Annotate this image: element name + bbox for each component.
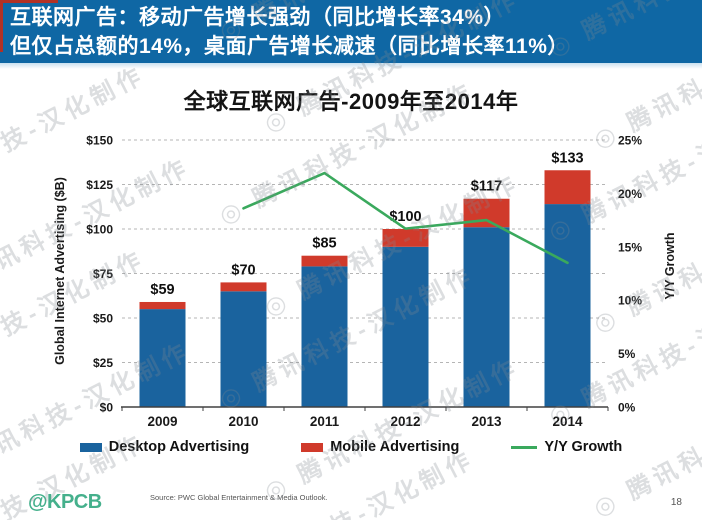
- bar-total-label-2009: $59: [150, 282, 174, 298]
- x-axis-label-2009: 2009: [147, 414, 177, 429]
- left-axis-tick: $50: [93, 312, 113, 326]
- right-axis-tick: 15%: [618, 240, 642, 254]
- legend-item-mobile: Mobile Advertising: [301, 439, 459, 455]
- left-axis-tick: $25: [93, 356, 113, 370]
- right-axis-tick: 5%: [618, 347, 636, 361]
- bar-total-label-2014: $133: [551, 150, 583, 166]
- chart-title: 全球互联网广告-2009年至2014年: [183, 89, 519, 114]
- left-axis-tick: $125: [86, 178, 113, 192]
- legend-item-growth: Y/Y Growth: [511, 439, 622, 455]
- bar-desktop-2012: [382, 246, 429, 407]
- bar-total-label-2011: $85: [312, 236, 336, 252]
- bar-total-label-2012: $100: [389, 209, 421, 225]
- header-banner: 互联网广告：移动广告增长强劲（同比增长率34%） 但仅占总额的14%，桌面广告增…: [0, 0, 702, 63]
- bar-desktop-2010: [220, 291, 267, 407]
- bar-mobile-2014: [544, 170, 591, 205]
- x-axis-label-2013: 2013: [471, 414, 502, 429]
- right-axis-tick: 20%: [618, 187, 642, 201]
- legend-swatch-mobile: [301, 442, 324, 452]
- legend-swatch-growth: [511, 445, 538, 449]
- header-line-2: 但仅占总额的14%，桌面广告增长减速（同比增长率11%）: [10, 35, 569, 58]
- right-axis-tick: 0%: [618, 401, 636, 415]
- growth-line: [242, 171, 569, 265]
- legend-label-mobile: Mobile Advertising: [330, 439, 460, 455]
- left-axis-tick: $75: [93, 267, 113, 281]
- x-axis-label-2011: 2011: [310, 414, 340, 429]
- bar-desktop-2011: [301, 266, 348, 407]
- bar-mobile-2012: [382, 229, 429, 247]
- bar-total-label-2010: $70: [231, 262, 255, 278]
- bar-total-label-2013: $117: [471, 179, 502, 195]
- legend-label-growth: Y/Y Growth: [544, 439, 623, 455]
- left-axis-tick: $0: [100, 401, 114, 415]
- red-border-artifact-top: [0, 0, 58, 3]
- legend-item-desktop: Desktop Advertising: [79, 439, 250, 455]
- legend-swatch-desktop: [79, 442, 102, 452]
- bar-desktop-2014: [544, 204, 591, 407]
- page-number: 18: [670, 497, 682, 508]
- x-axis-label-2014: 2014: [552, 414, 583, 429]
- header-fade: [0, 63, 702, 69]
- left-axis-tick: $100: [86, 223, 113, 237]
- chart-legend: Desktop Advertising Mobile Advertising Y…: [0, 439, 702, 455]
- bar-mobile-2010: [220, 282, 267, 292]
- x-axis-label-2012: 2012: [390, 414, 420, 429]
- x-axis-label-2010: 2010: [228, 414, 258, 429]
- red-border-artifact-left: [0, 0, 3, 52]
- header-line-1: 互联网广告：移动广告增长强劲（同比增长率34%）: [10, 6, 506, 29]
- kpcb-logo: @KPCB: [28, 491, 102, 513]
- bar-mobile-2009: [139, 301, 186, 310]
- right-axis-tick: 25%: [618, 134, 642, 148]
- left-axis-tick: $150: [86, 134, 113, 148]
- bar-desktop-2009: [139, 309, 186, 407]
- source-note: Source: PWC Global Entertainment & Media…: [150, 493, 328, 502]
- bar-desktop-2013: [463, 227, 510, 407]
- legend-label-desktop: Desktop Advertising: [108, 439, 250, 455]
- right-axis-tick: 10%: [618, 294, 642, 308]
- bar-mobile-2011: [301, 255, 348, 267]
